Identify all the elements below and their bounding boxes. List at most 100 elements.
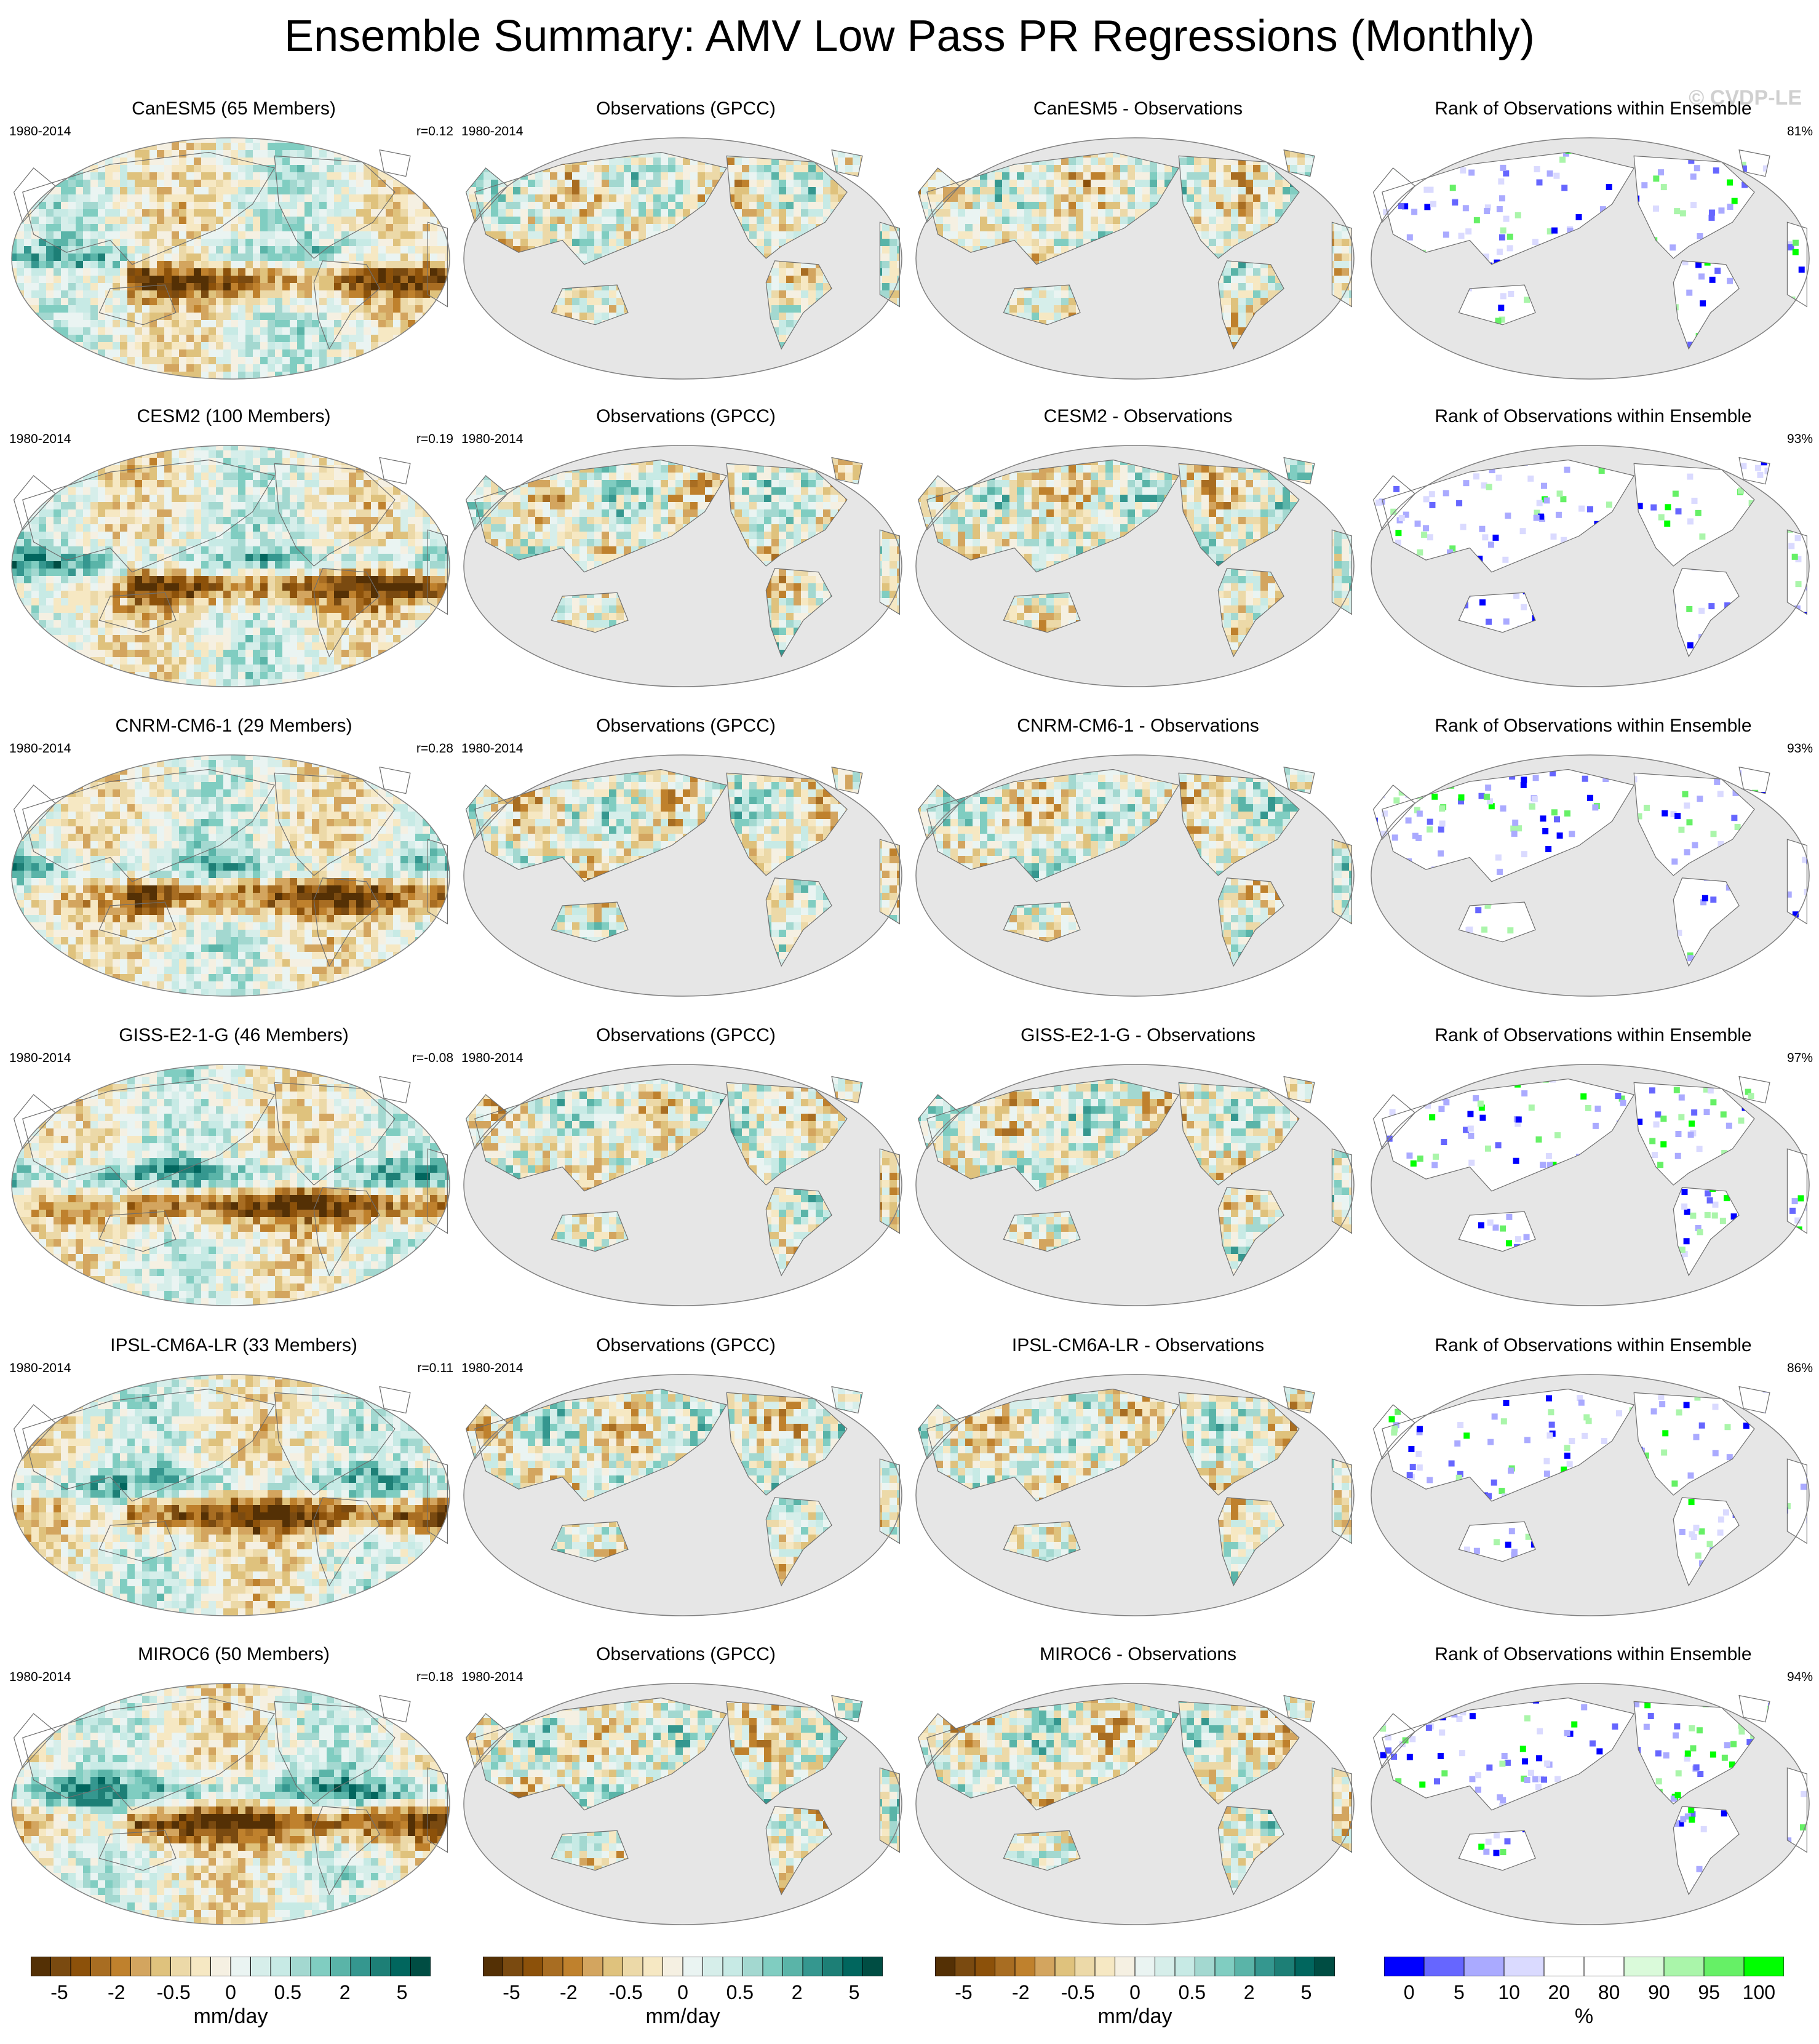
colorbar-tick: -5 <box>503 1981 520 2004</box>
panel-title: Observations (GPCC) <box>461 98 910 119</box>
colorbar-swatch <box>862 1956 883 1977</box>
colorbar-tick: -0.5 <box>157 1981 191 2004</box>
panel-title: Rank of Observations within Ensemble <box>1369 1644 1818 1665</box>
panel-stat: 93% <box>1787 432 1813 447</box>
colorbar-swatch <box>130 1956 151 1977</box>
rank-panel: Rank of Observations within Ensemble 93% <box>1369 716 1818 1023</box>
panel-stat: 81% <box>1787 124 1813 139</box>
colorbar-swatch <box>842 1956 863 1977</box>
colorbar-swatch <box>370 1956 391 1977</box>
colorbar-unit: % <box>1384 2005 1784 2029</box>
colorbar-swatch <box>1463 1956 1505 1977</box>
colorbar-swatch <box>1743 1956 1785 1977</box>
colorbar-swatch <box>955 1956 976 1977</box>
diff-panel: CanESM5 - Observations <box>913 98 1363 406</box>
colorbar-swatch <box>290 1956 311 1977</box>
colorbar-tick: 0.5 <box>1179 1981 1206 2004</box>
colorbar-tick: 2 <box>1244 1981 1255 2004</box>
panel-stat: r=0.18 <box>416 1670 453 1685</box>
colorbar-swatch <box>250 1956 271 1977</box>
watermark: © CVDP-LE <box>1689 86 1802 110</box>
colorbar-tick: 90 <box>1648 1981 1670 2004</box>
map-model <box>11 137 450 380</box>
panel-title: IPSL-CM6A-LR (33 Members) <box>9 1335 458 1356</box>
colorbar-rank: 0 5 10 20 80 90 95 100% <box>1383 1956 1785 2030</box>
map-obs <box>463 754 902 997</box>
colorbar-swatch <box>482 1956 503 1977</box>
colorbar-tick: -0.5 <box>1061 1981 1095 2004</box>
rank-panel: Rank of Observations within Ensemble 94% <box>1369 1644 1818 1952</box>
map-model <box>11 1683 450 1925</box>
map-rank <box>1371 1064 1810 1306</box>
map-obs <box>915 1064 1355 1306</box>
colorbar-swatch <box>1134 1956 1155 1977</box>
colorbar-swatch <box>503 1956 523 1977</box>
panel-title: GISS-E2-1-G - Observations <box>913 1025 1363 1046</box>
panel-period: 1980-2014 <box>9 1051 71 1066</box>
colorbar-swatch <box>150 1956 171 1977</box>
colorbar-unit: mm/day <box>483 2005 883 2029</box>
colorbar-swatch <box>642 1956 663 1977</box>
colorbar-swatch <box>110 1956 131 1977</box>
colorbar-tick: 95 <box>1698 1981 1720 2004</box>
colorbar-swatch <box>562 1956 583 1977</box>
colorbar-swatch <box>1115 1956 1136 1977</box>
colorbar-swatch <box>410 1956 431 1977</box>
colorbar-swatch <box>682 1956 703 1977</box>
colorbar-obs-swatches <box>482 1956 883 1977</box>
panel-stat: 93% <box>1787 741 1813 756</box>
panel-title: Observations (GPCC) <box>461 406 910 427</box>
colorbar-tick: 5 <box>1454 1981 1465 2004</box>
colorbar-tick: 2 <box>792 1981 803 2004</box>
colorbar-tick: 0 <box>225 1981 236 2004</box>
map-obs <box>915 445 1355 687</box>
rank-panel: Rank of Observations within Ensemble 97% <box>1369 1025 1818 1333</box>
panel-stat: 97% <box>1787 1051 1813 1066</box>
panel-stat: r=-0.08 <box>412 1051 453 1066</box>
panel-title: CNRM-CM6-1 (29 Members) <box>9 716 458 737</box>
map-obs <box>463 445 902 687</box>
colorbar-unit: mm/day <box>935 2005 1335 2029</box>
panel-title: CanESM5 (65 Members) <box>9 98 458 119</box>
panel-title: Rank of Observations within Ensemble <box>1369 406 1818 427</box>
colorbar-swatch <box>802 1956 823 1977</box>
colorbar-swatch <box>1094 1956 1115 1977</box>
colorbar-tick: -2 <box>560 1981 577 2004</box>
colorbar-swatch <box>1423 1956 1465 1977</box>
panel-period: 1980-2014 <box>9 432 71 447</box>
colorbar-swatch <box>190 1956 211 1977</box>
panel-title: CESM2 - Observations <box>913 406 1363 427</box>
panel-period: 1980-2014 <box>461 124 523 139</box>
colorbar-tick: 0.5 <box>726 1981 754 2004</box>
map-rank <box>1371 137 1810 380</box>
colorbar-swatch <box>90 1956 111 1977</box>
colorbar-rank-swatches <box>1383 1956 1785 1977</box>
colorbar-swatch <box>1315 1956 1335 1977</box>
model-panel: CanESM5 (65 Members) 1980-2014 r=0.12 <box>9 98 458 406</box>
colorbar-swatch <box>230 1956 251 1977</box>
colorbar-tick: 10 <box>1498 1981 1520 2004</box>
colorbar-swatch <box>1543 1956 1585 1977</box>
colorbar-swatch <box>1383 1956 1425 1977</box>
model-panel: IPSL-CM6A-LR (33 Members) 1980-2014 r=0.11 <box>9 1335 458 1643</box>
colorbar-swatch <box>210 1956 231 1977</box>
panel-title: Observations (GPCC) <box>461 1335 910 1356</box>
panel-title: Rank of Observations within Ensemble <box>1369 1335 1818 1356</box>
panel-stat: r=0.11 <box>417 1361 453 1376</box>
colorbar-swatch <box>742 1956 763 1977</box>
colorbar-swatch <box>1014 1956 1035 1977</box>
colorbar-diff: -5 -2 -0.5 0 0.5 2 5 mm/day <box>934 1956 1335 2030</box>
panel-title: CNRM-CM6-1 - Observations <box>913 716 1363 737</box>
map-rank <box>1371 1374 1810 1616</box>
colorbar-swatch <box>543 1956 563 1977</box>
colorbar-model: -5 -2 -0.5 0 0.5 2 5 mm/day <box>30 1956 431 2030</box>
colorbar-tick: 0 <box>1404 1981 1415 2004</box>
map-obs <box>915 754 1355 997</box>
colorbar-tick: 100 <box>1743 1981 1775 2004</box>
model-panel: GISS-E2-1-G (46 Members) 1980-2014 r=-0.08 <box>9 1025 458 1333</box>
map-rank <box>1371 445 1810 687</box>
colorbar-swatch <box>310 1956 331 1977</box>
model-panel: CESM2 (100 Members) 1980-2014 r=0.19 <box>9 406 458 714</box>
colorbar-swatch <box>1214 1956 1235 1977</box>
obs-panel: Observations (GPCC) 1980-2014 <box>461 98 910 406</box>
